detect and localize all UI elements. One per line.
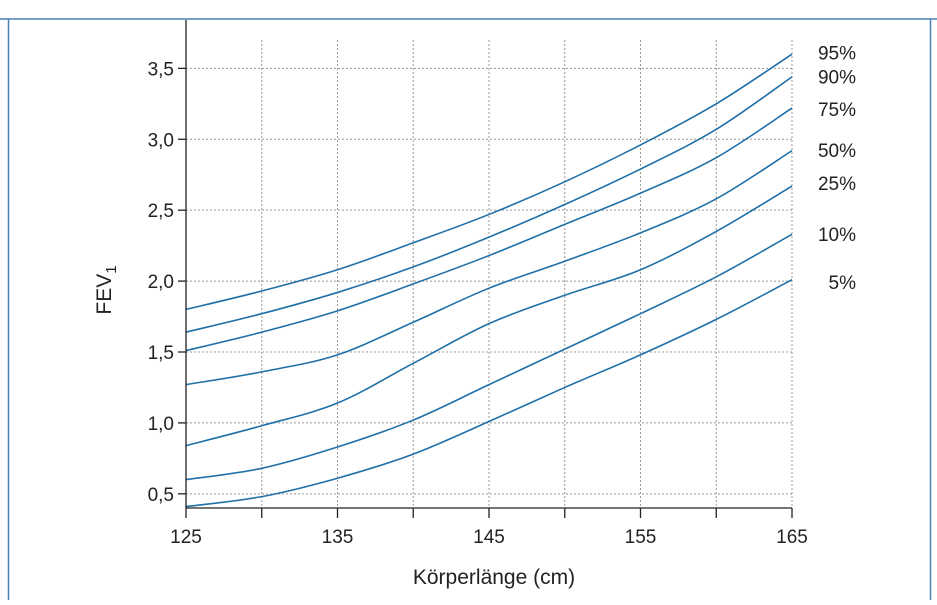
x-tick-label: 125: [170, 527, 202, 548]
x-tick-label: 155: [625, 527, 657, 548]
percentile-curves: [185, 53, 793, 508]
y-axis-title: FEV1: [93, 265, 120, 314]
y-tick-label: 3,0: [148, 130, 174, 151]
y-tick-label: 3,5: [148, 59, 174, 80]
percentile-curve-5: [185, 278, 793, 508]
curve-label-95: 95%: [818, 43, 856, 64]
curve-label-90: 90%: [818, 67, 856, 88]
x-axis-title: Körperlänge (cm): [413, 566, 575, 589]
y-tick-label: 1,5: [148, 343, 174, 364]
percentile-curve-90: [185, 76, 793, 333]
x-tick-label: 165: [776, 527, 808, 548]
y-tick-label: 2,0: [148, 272, 174, 293]
curve-label-5: 5%: [829, 273, 857, 294]
x-tick-label: 135: [322, 527, 354, 548]
y-tick-label: 0,5: [148, 485, 174, 506]
percentile-curve-25: [185, 185, 793, 447]
curve-label-25: 25%: [818, 174, 856, 195]
percentile-curve-95: [185, 53, 793, 311]
percentile-curve-10: [185, 233, 793, 481]
y-tick-label: 1,0: [148, 414, 174, 435]
curve-label-75: 75%: [818, 100, 856, 121]
percentile-curve-75: [185, 107, 793, 352]
y-tick-label: 2,5: [148, 201, 174, 222]
y-axis-title-subscript: 1: [103, 265, 120, 273]
grid: [186, 40, 793, 508]
curve-label-50: 50%: [818, 141, 856, 162]
percentile-curve-50: [185, 149, 793, 386]
curve-labels: 95% 90% 75% 50% 25% 10% 5%: [818, 43, 856, 294]
y-axis-title-main: FEV: [93, 274, 116, 315]
x-tick-label: 145: [473, 527, 505, 548]
axes: 125 135 145 155 165 0,5 1,0 1,5 2,0 2,5 3,0 3,5: [148, 20, 808, 548]
curve-label-10: 10%: [818, 225, 856, 246]
